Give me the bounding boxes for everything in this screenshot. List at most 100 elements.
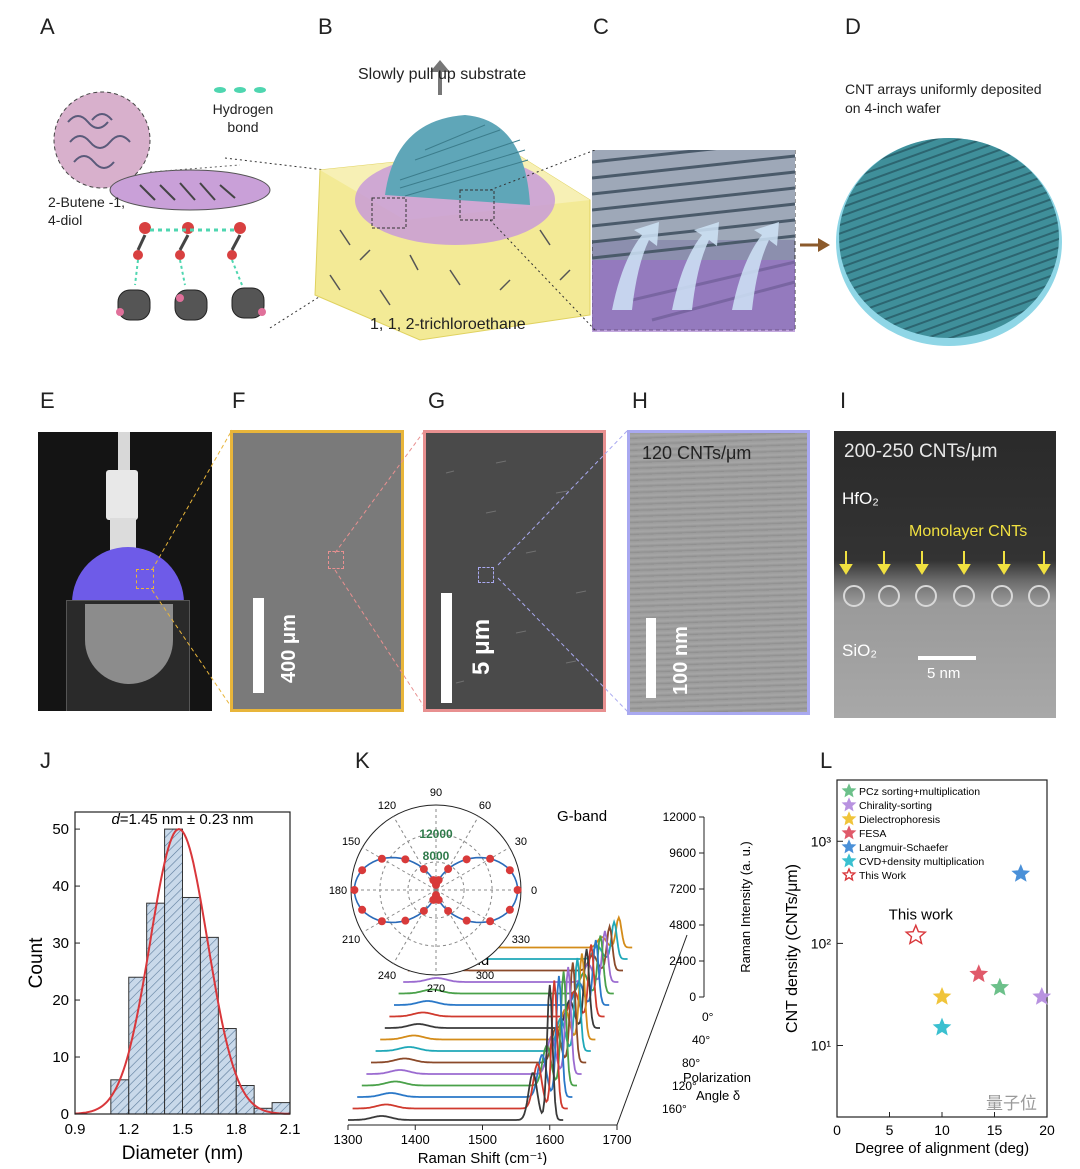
histogram-bar bbox=[110, 1079, 130, 1115]
y-tick-label: 10³ bbox=[811, 833, 832, 849]
polarization-tick-label: 0° bbox=[702, 1010, 714, 1024]
polar-data-point bbox=[401, 916, 410, 925]
intensity-tick-label: 2400 bbox=[669, 954, 696, 968]
polar-angle-label: 120 bbox=[378, 800, 396, 812]
y-axis-label: CNT density (CNTs/μm) bbox=[784, 864, 801, 1033]
polar-data-point bbox=[401, 855, 410, 864]
data-point-star bbox=[932, 986, 952, 1005]
polarization-tick-label: 160° bbox=[662, 1102, 687, 1116]
x-axis-label: Diameter (nm) bbox=[122, 1143, 243, 1164]
scale-bar-h bbox=[646, 618, 656, 698]
chart-title: d=1.45 nm ± 0.23 nm bbox=[111, 811, 253, 828]
panel-label-h: H bbox=[632, 388, 648, 413]
zoom-lines-bc bbox=[490, 150, 596, 331]
scale-label-i: 5 nm bbox=[927, 665, 961, 682]
y-tick-label: 10¹ bbox=[811, 1038, 832, 1054]
x-tick-label: 2.1 bbox=[280, 1121, 301, 1138]
gaussian-fit-line bbox=[74, 828, 290, 1115]
polar-data-point bbox=[377, 854, 386, 863]
polar-grid-circle bbox=[407, 861, 465, 919]
intensity-axis-label: Raman Intensity (a. u.) bbox=[738, 841, 753, 973]
polar-data-point bbox=[462, 855, 471, 864]
polar-angle-label: 180 bbox=[329, 885, 347, 897]
x-tick-label: 1700 bbox=[603, 1132, 632, 1147]
wafer-illustration bbox=[836, 138, 1062, 346]
x-tick-label: 1500 bbox=[468, 1132, 497, 1147]
y-axis-label: Count bbox=[26, 937, 47, 988]
x-axis-label: Degree of alignment (deg) bbox=[855, 1140, 1029, 1157]
panel-label-a: A bbox=[40, 14, 55, 39]
histogram-j: 0.9 1.2 1.5 1.8 2.1 0 10 20 30 40 50 d=1.45 nm ± 0.… bbox=[26, 811, 301, 1164]
legend-star bbox=[841, 811, 857, 826]
polar-grid-spoke bbox=[393, 816, 437, 891]
panel-label-c: C bbox=[593, 14, 609, 39]
legend-label: Chirality-sorting bbox=[859, 800, 932, 812]
zoom-lines-gh bbox=[497, 429, 629, 713]
x-tick-label: 10 bbox=[934, 1122, 950, 1138]
x-axis-label: Raman Shift (cm⁻¹) bbox=[418, 1150, 548, 1165]
pull-up-label: Slowly pull up substrate bbox=[358, 66, 527, 83]
x-tick-label: 0.9 bbox=[65, 1121, 86, 1138]
raman-spectrum-line bbox=[348, 984, 564, 1121]
polar-angle-label: 60 bbox=[479, 800, 491, 812]
this-work-annotation: This work bbox=[889, 906, 954, 923]
polar-data-point bbox=[486, 917, 495, 926]
raman-spectrum-line bbox=[361, 971, 577, 1087]
polar-grid-spoke bbox=[435, 816, 479, 891]
watermark-text: 量子位 bbox=[986, 1094, 1037, 1113]
wafer-gray bbox=[85, 604, 173, 684]
sem-h: 120 CNTs/μm 100 nm bbox=[627, 430, 810, 715]
polar-data-point bbox=[358, 905, 367, 914]
sem-f: 400 μm bbox=[230, 430, 404, 712]
arrow-c-to-d bbox=[800, 238, 830, 252]
raman-spectrum-line bbox=[357, 975, 573, 1098]
g-band-label: G-band bbox=[557, 808, 607, 825]
polar-data-point bbox=[505, 866, 514, 875]
polarization-tick-label: 80° bbox=[682, 1056, 700, 1070]
x-tick-label: 1300 bbox=[334, 1132, 363, 1147]
x-tick-label: 1400 bbox=[401, 1132, 430, 1147]
zoom-box-e bbox=[136, 569, 154, 589]
polar-data-point bbox=[419, 865, 428, 874]
legend-star bbox=[841, 797, 857, 812]
hfo2-label: HfO₂ bbox=[842, 489, 879, 508]
intensity-tick-label: 9600 bbox=[669, 846, 696, 860]
y-tick-label: 10² bbox=[811, 935, 832, 951]
polarization-label: Polarization bbox=[683, 1070, 751, 1085]
raman-spectrum-line bbox=[352, 980, 568, 1110]
illustration-a bbox=[53, 87, 330, 329]
raman-spectrum-line bbox=[394, 939, 610, 1006]
polar-data-point bbox=[419, 906, 428, 915]
holder bbox=[106, 470, 138, 520]
data-point-star bbox=[932, 1017, 952, 1036]
raman-spectrum-line bbox=[366, 966, 582, 1075]
raman-spectrum-line bbox=[380, 953, 596, 1041]
y-tick-label: 0 bbox=[61, 1106, 69, 1123]
sem-g-texture bbox=[445, 460, 587, 684]
illustration-b bbox=[314, 60, 591, 341]
scatter-l: 0 5 10 15 20 10¹ 10² 10³ Degree of alignment (de… bbox=[784, 779, 1055, 1157]
cnt-arrows bbox=[839, 551, 1051, 607]
polar-grid-spoke bbox=[435, 889, 479, 964]
sio2-label: SiO₂ bbox=[842, 641, 877, 660]
polarization-label: Angle δ bbox=[696, 1088, 740, 1103]
polar-data-point bbox=[513, 886, 522, 894]
scale-label-h: 100 nm bbox=[670, 626, 692, 695]
polar-angle-label: 210 bbox=[342, 934, 360, 946]
x-tick-label: 15 bbox=[987, 1122, 1003, 1138]
polar-data-point bbox=[444, 906, 453, 915]
polar-grid-spoke bbox=[393, 889, 437, 964]
polar-radial-label: 8000 bbox=[423, 849, 450, 863]
polar-grid-spoke bbox=[362, 889, 437, 933]
depth-axis bbox=[616, 934, 688, 1126]
histogram-bar bbox=[199, 936, 219, 1115]
zoom-lines-fg bbox=[334, 429, 426, 709]
intensity-tick-label: 4800 bbox=[669, 918, 696, 932]
panel-label-l: L bbox=[820, 748, 833, 773]
hydrogen-bond-label: Hydrogen bond bbox=[212, 101, 274, 135]
polar-angle-label: 0 bbox=[531, 885, 537, 897]
panel-label-b: B bbox=[318, 14, 333, 39]
x-tick-label: 1.8 bbox=[226, 1121, 247, 1138]
polar-angle-label: 150 bbox=[342, 836, 360, 848]
